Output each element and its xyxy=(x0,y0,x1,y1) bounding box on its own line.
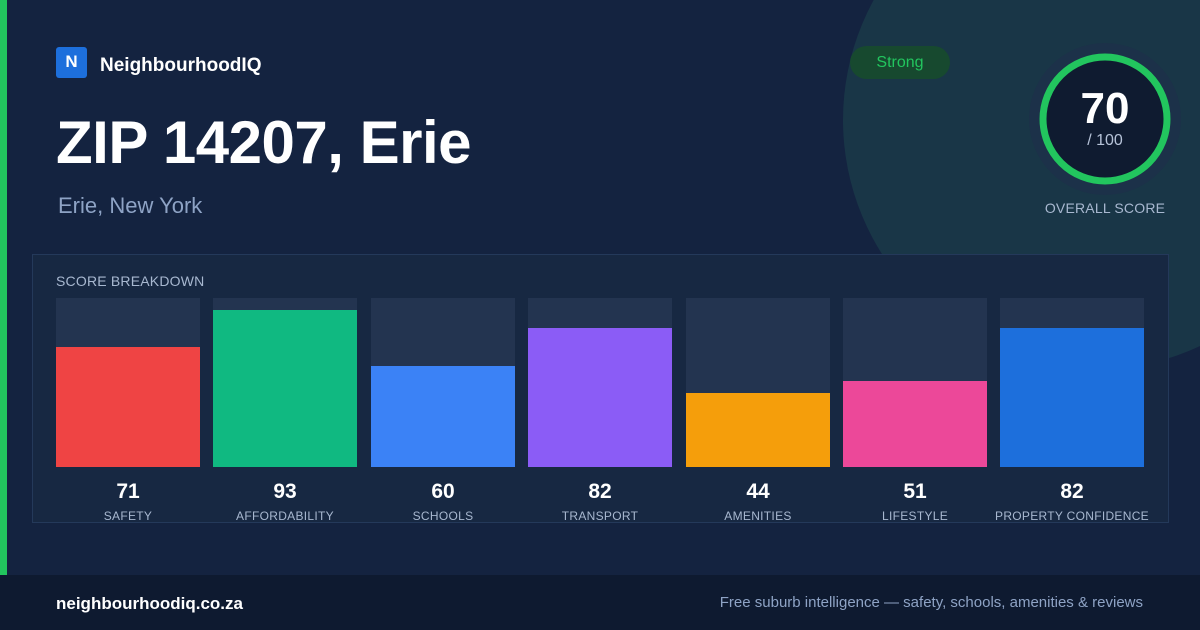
bar-fill xyxy=(1000,328,1144,467)
score-ring-inner xyxy=(1043,57,1167,181)
bar-value: 51 xyxy=(903,480,927,503)
bar-label: TRANSPORT xyxy=(561,509,639,523)
bar-fill xyxy=(528,328,672,467)
bar-value: 60 xyxy=(431,480,455,503)
footer-domain: neighbourhoodiq.co.za xyxy=(56,594,243,613)
overall-score-label: OVERALL SCORE xyxy=(1044,200,1166,216)
bar-fill xyxy=(843,381,987,467)
bar-fill xyxy=(371,366,515,467)
bar-transport: 82 TRANSPORT xyxy=(528,298,672,524)
bar-track xyxy=(843,298,987,467)
bar-track xyxy=(371,298,515,467)
bar-track xyxy=(213,298,357,467)
bar-fill xyxy=(686,393,830,467)
bar-label: SCHOOLS xyxy=(412,509,474,523)
page-subtitle: Erie, New York xyxy=(58,193,203,218)
score-card: N NeighbourhoodIQ ZIP 14207, Erie Erie, … xyxy=(0,0,1200,575)
overall-score-value: 70 xyxy=(1080,84,1130,133)
bar-label: PROPERTY CONFIDENCE xyxy=(995,509,1149,523)
score-ring-progress xyxy=(1039,53,1171,185)
bar-value: 93 xyxy=(273,480,297,503)
bar-affordability: 93 AFFORDABILITY xyxy=(213,298,357,524)
bar-value: 71 xyxy=(116,480,140,503)
bar-amenities: 44 AMENITIES xyxy=(686,298,830,524)
bar-lifestyle: 51 LIFESTYLE xyxy=(843,298,987,524)
bar-value: 82 xyxy=(1060,480,1084,503)
bar-fill xyxy=(213,310,357,467)
status-badge: Strong xyxy=(850,46,950,79)
bar-safety: 71 SAFETY xyxy=(56,298,200,524)
bar-schools: 60 SCHOOLS xyxy=(371,298,515,524)
bar-fill xyxy=(56,347,200,467)
footer-tagline: Free suburb intelligence — safety, schoo… xyxy=(719,594,1143,611)
overall-score-ring xyxy=(1029,43,1181,195)
page-title: ZIP 14207, Erie xyxy=(56,109,472,176)
bar-value: 44 xyxy=(746,480,770,503)
footer: neighbourhoodiq.co.za Free suburb intell… xyxy=(0,575,1200,630)
bar-value: 82 xyxy=(588,480,612,503)
bar-label: SAFETY xyxy=(103,509,153,523)
brand: N NeighbourhoodIQ xyxy=(56,46,261,78)
bar-track xyxy=(1000,298,1144,467)
overall-score-max: / 100 xyxy=(1087,132,1123,149)
bar-track xyxy=(56,298,200,467)
bar-label: AMENITIES xyxy=(724,509,792,523)
bar-track xyxy=(528,298,672,467)
brand-name: NeighbourhoodIQ xyxy=(100,55,262,76)
brand-logo-icon: N xyxy=(56,46,87,78)
bar-label: LIFESTYLE xyxy=(881,509,949,523)
bar-property-confidence: 82 PROPERTY CONFIDENCE xyxy=(995,298,1149,524)
breakdown-title: SCORE BREAKDOWN xyxy=(56,273,205,289)
bar-label: AFFORDABILITY xyxy=(236,509,334,523)
bar-track xyxy=(686,298,830,467)
accent-bar xyxy=(0,0,7,575)
score-breakdown-panel: SCORE BREAKDOWN 71 SAFETY 93 AFFORDABILITY 6… xyxy=(32,254,1169,523)
